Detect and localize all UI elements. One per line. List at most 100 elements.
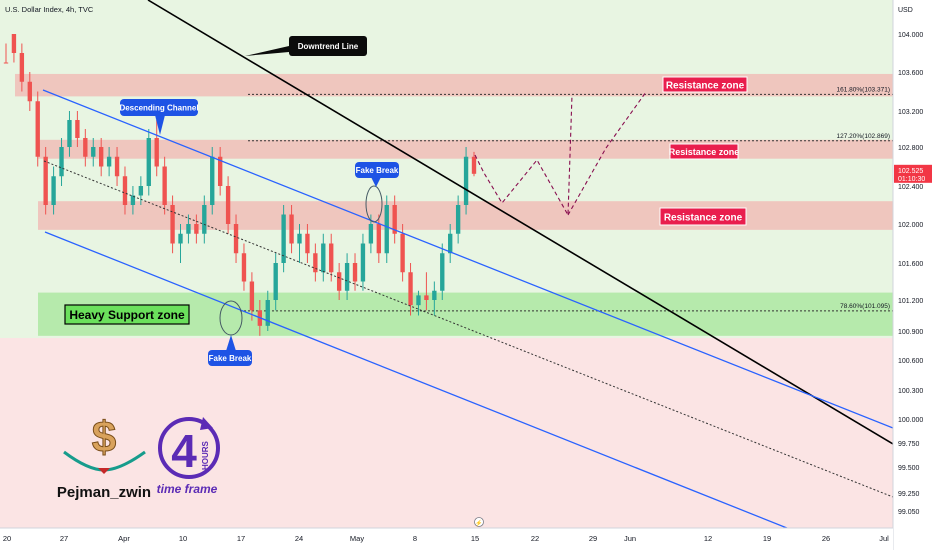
channel-lower-line[interactable] bbox=[44, 231, 798, 533]
candle-body[interactable] bbox=[281, 214, 286, 264]
candle-body[interactable] bbox=[440, 253, 445, 291]
candle-body[interactable] bbox=[114, 156, 120, 177]
candle-body[interactable] bbox=[106, 156, 112, 167]
candle-body[interactable] bbox=[360, 243, 366, 282]
candle-body[interactable] bbox=[67, 120, 72, 147]
candle-body[interactable] bbox=[130, 195, 136, 206]
candle-body[interactable] bbox=[416, 295, 421, 306]
resistance-label-mid-box[interactable] bbox=[669, 143, 739, 160]
candle-body[interactable] bbox=[178, 233, 183, 244]
fib-label: 127.20%(102.869) bbox=[837, 133, 891, 140]
candle-body[interactable] bbox=[249, 281, 255, 311]
candle-body[interactable] bbox=[3, 62, 9, 64]
support-label-text: Heavy Support zone bbox=[69, 308, 185, 322]
resistance-label-low-box[interactable] bbox=[659, 207, 747, 226]
candle-body[interactable] bbox=[91, 147, 96, 157]
y-tick-label: 104.000 bbox=[898, 32, 923, 39]
candle-body[interactable] bbox=[305, 233, 310, 254]
candle-body[interactable] bbox=[344, 263, 350, 291]
candle-body[interactable] bbox=[241, 253, 247, 282]
x-tick-label: 29 bbox=[589, 534, 597, 543]
y-tick-label: 102.000 bbox=[898, 222, 923, 229]
candle-body[interactable] bbox=[233, 224, 239, 254]
resistance-label-mid-text: Resistance zone bbox=[669, 147, 740, 157]
candle-body[interactable] bbox=[408, 272, 413, 306]
candle-body[interactable] bbox=[43, 156, 48, 205]
candle-body[interactable] bbox=[352, 263, 358, 282]
candle-body[interactable] bbox=[59, 147, 64, 177]
candle-body[interactable] bbox=[75, 120, 80, 138]
candle-body[interactable] bbox=[336, 272, 342, 291]
candle-body[interactable] bbox=[154, 138, 159, 167]
price-axis[interactable] bbox=[893, 0, 932, 550]
fake-break-label-box[interactable] bbox=[355, 162, 399, 178]
background-lower bbox=[0, 338, 893, 528]
candle-body[interactable] bbox=[27, 81, 32, 102]
candle-body[interactable] bbox=[99, 147, 104, 167]
x-tick-label: Apr bbox=[118, 534, 130, 543]
candle-body[interactable] bbox=[297, 233, 302, 244]
candle-body[interactable] bbox=[376, 224, 381, 254]
y-tick-label: 99.250 bbox=[898, 491, 920, 498]
candle-body[interactable] bbox=[11, 34, 17, 53]
candle-body[interactable] bbox=[313, 253, 318, 273]
lightning-icon[interactable] bbox=[474, 517, 484, 527]
candle-body[interactable] bbox=[273, 263, 278, 300]
candle-body[interactable] bbox=[83, 138, 88, 157]
currency-label: USD bbox=[898, 7, 913, 14]
candle-body[interactable] bbox=[146, 138, 151, 186]
candle-body[interactable] bbox=[51, 176, 56, 205]
downtrend-label-box[interactable] bbox=[289, 36, 367, 56]
candle-body[interactable] bbox=[329, 243, 334, 273]
candle-body[interactable] bbox=[122, 176, 128, 205]
resistance-zone bbox=[38, 139, 893, 159]
candle-body[interactable] bbox=[162, 166, 167, 206]
candle-body[interactable] bbox=[194, 224, 199, 234]
candle-body[interactable] bbox=[400, 233, 405, 273]
fake-break-label-box[interactable] bbox=[208, 350, 252, 366]
candle-body[interactable] bbox=[448, 233, 453, 254]
y-tick-label: 103.600 bbox=[898, 70, 923, 77]
candle-body[interactable] bbox=[463, 156, 469, 205]
candle-body[interactable] bbox=[289, 214, 294, 244]
candle-body[interactable] bbox=[225, 186, 231, 224]
projection-path-2 bbox=[567, 91, 647, 216]
resistance-label-low-text: Resistance zone bbox=[664, 212, 743, 223]
y-tick-label: 102.800 bbox=[898, 145, 923, 152]
candle-body[interactable] bbox=[217, 156, 223, 186]
y-tick-label: 100.300 bbox=[898, 388, 923, 395]
channel-upper-line[interactable] bbox=[42, 89, 894, 429]
price-badge-countdown: 01:10:30 bbox=[898, 176, 925, 183]
candle-body[interactable] bbox=[19, 53, 25, 82]
candle-body[interactable] bbox=[471, 156, 477, 174]
candle-body[interactable] bbox=[384, 205, 389, 254]
candle-body[interactable] bbox=[265, 300, 270, 326]
clock-ring-icon bbox=[158, 417, 220, 479]
y-tick-label: 99.500 bbox=[898, 465, 920, 472]
fake-break-label-text: Fake Break bbox=[356, 166, 399, 175]
fake-break-label-pointer bbox=[371, 177, 381, 187]
time-axis[interactable] bbox=[0, 528, 893, 550]
support-label-box[interactable] bbox=[64, 304, 190, 325]
y-tick-label: 100.900 bbox=[898, 329, 923, 336]
downtrend-label-text: Downtrend Line bbox=[298, 42, 359, 51]
candle-body[interactable] bbox=[368, 224, 374, 244]
candle-body[interactable] bbox=[455, 205, 461, 234]
candle-body[interactable] bbox=[170, 205, 175, 244]
downtrend-pointer bbox=[245, 46, 289, 56]
candle-body[interactable] bbox=[202, 205, 207, 234]
candle-body[interactable] bbox=[392, 205, 397, 234]
candle-body[interactable] bbox=[210, 156, 215, 205]
candle-body[interactable] bbox=[432, 290, 437, 300]
fake-break-ellipse bbox=[365, 185, 383, 223]
resistance-label-top-box[interactable] bbox=[662, 76, 748, 93]
channel-label-box[interactable] bbox=[120, 99, 198, 116]
candle-body[interactable] bbox=[321, 243, 326, 273]
candle-body[interactable] bbox=[35, 101, 40, 157]
downtrend-line[interactable] bbox=[147, 0, 894, 445]
candle-body[interactable] bbox=[424, 295, 429, 300]
candle-body[interactable] bbox=[186, 224, 191, 234]
candle-body[interactable] bbox=[138, 186, 144, 196]
